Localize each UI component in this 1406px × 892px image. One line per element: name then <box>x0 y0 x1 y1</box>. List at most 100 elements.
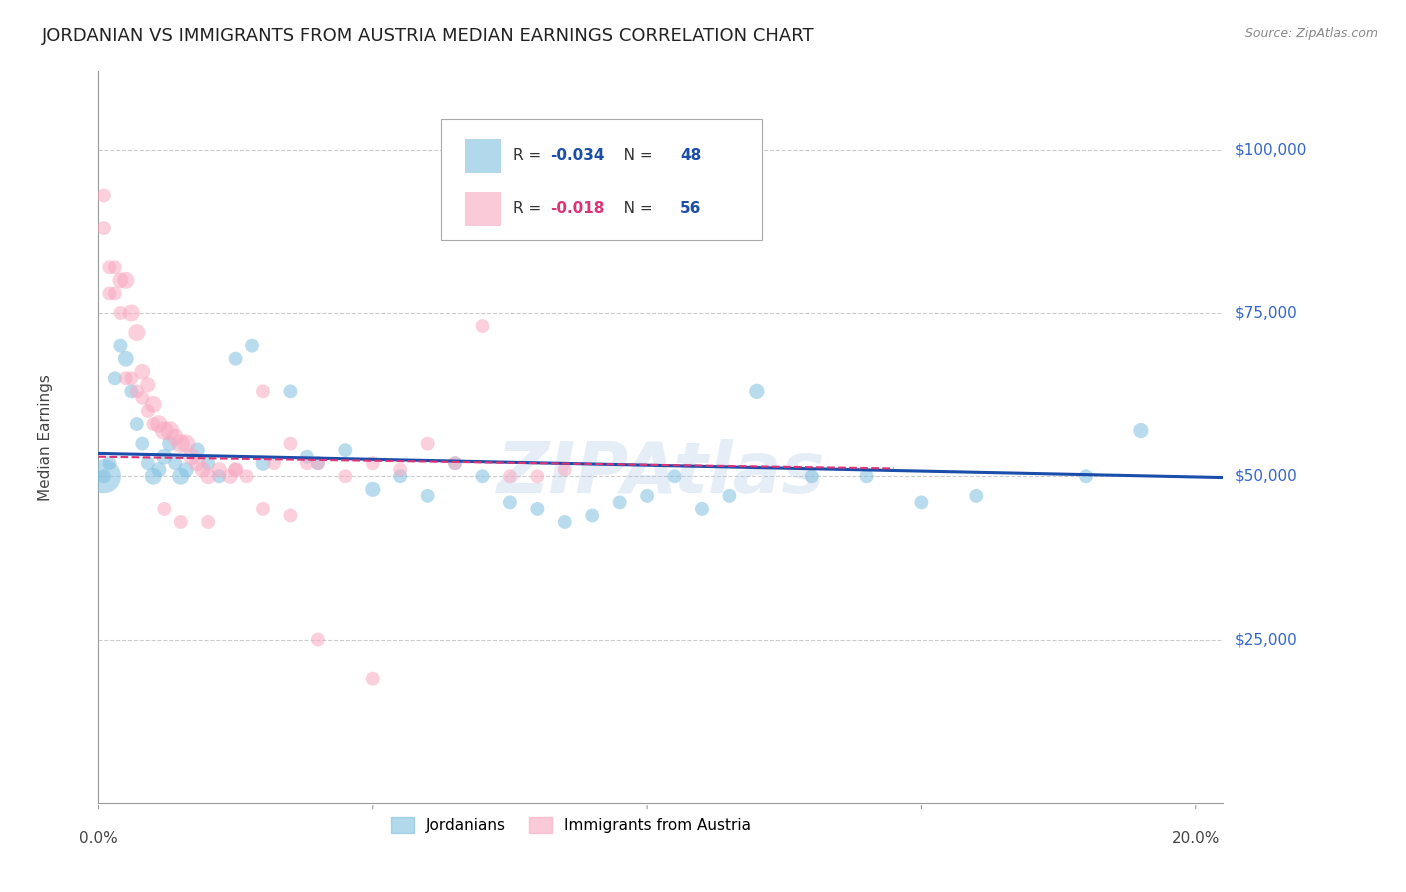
Point <box>110 306 132 320</box>
Point <box>280 436 302 450</box>
Point <box>120 384 142 399</box>
Point <box>800 469 823 483</box>
Point <box>104 286 127 301</box>
Point <box>307 456 329 470</box>
Point <box>98 456 121 470</box>
Point <box>280 508 302 523</box>
Point <box>581 508 603 523</box>
FancyBboxPatch shape <box>465 192 501 226</box>
Point <box>361 456 384 470</box>
Point <box>225 463 247 477</box>
Point <box>148 417 170 431</box>
Point <box>1129 424 1152 438</box>
Text: Source: ZipAtlas.com: Source: ZipAtlas.com <box>1244 27 1378 40</box>
Point <box>131 365 153 379</box>
Point <box>664 469 686 483</box>
Point <box>416 489 439 503</box>
Point <box>115 273 138 287</box>
Point <box>165 456 187 470</box>
Point <box>170 515 193 529</box>
Text: R =: R = <box>513 202 547 217</box>
Point <box>965 489 987 503</box>
Text: -0.018: -0.018 <box>551 202 605 217</box>
Point <box>910 495 932 509</box>
Point <box>208 463 231 477</box>
Point <box>554 463 576 477</box>
Point <box>252 456 274 470</box>
Text: $75,000: $75,000 <box>1234 305 1298 320</box>
Point <box>225 463 247 477</box>
Point <box>148 463 170 477</box>
Point <box>690 502 713 516</box>
Point <box>136 377 159 392</box>
Point <box>131 391 153 405</box>
FancyBboxPatch shape <box>441 119 762 240</box>
Point <box>153 502 176 516</box>
Point <box>153 424 176 438</box>
Point <box>252 384 274 399</box>
Point <box>280 384 302 399</box>
Point <box>115 351 138 366</box>
Point <box>170 469 193 483</box>
Point <box>180 450 202 464</box>
Point <box>110 338 132 352</box>
Text: $100,000: $100,000 <box>1234 142 1306 157</box>
Point <box>335 443 357 458</box>
Point <box>499 495 522 509</box>
Point <box>718 489 741 503</box>
Point <box>609 495 631 509</box>
Point <box>745 384 768 399</box>
Point <box>186 443 208 458</box>
Point <box>636 489 658 503</box>
Point <box>554 515 576 529</box>
Point <box>295 450 318 464</box>
Point <box>104 371 127 385</box>
Point <box>131 436 153 450</box>
Point <box>93 469 115 483</box>
Point <box>98 286 121 301</box>
Point <box>142 417 165 431</box>
Point <box>136 404 159 418</box>
Text: $50,000: $50,000 <box>1234 469 1298 483</box>
Point <box>186 456 208 470</box>
Point <box>98 260 121 275</box>
Point <box>471 469 494 483</box>
Point <box>165 430 187 444</box>
Point <box>1074 469 1097 483</box>
Point <box>307 456 329 470</box>
Point <box>252 502 274 516</box>
Point <box>159 436 181 450</box>
Point <box>197 515 219 529</box>
Point <box>120 371 142 385</box>
Point <box>235 469 257 483</box>
Point <box>159 424 181 438</box>
Point <box>115 371 138 385</box>
Point <box>526 469 548 483</box>
Point <box>142 397 165 411</box>
Text: 56: 56 <box>681 202 702 217</box>
Text: Median Earnings: Median Earnings <box>38 374 53 500</box>
Point <box>174 463 197 477</box>
Point <box>104 260 127 275</box>
Point <box>361 483 384 497</box>
Point <box>499 469 522 483</box>
Point <box>153 450 176 464</box>
Point <box>208 469 231 483</box>
Point <box>170 436 193 450</box>
Point <box>416 436 439 450</box>
Point <box>125 417 148 431</box>
Text: R =: R = <box>513 148 547 163</box>
Text: ZIPAtlas: ZIPAtlas <box>496 439 825 508</box>
Point <box>263 456 285 470</box>
Point <box>307 632 329 647</box>
Point <box>110 273 132 287</box>
Point <box>855 469 877 483</box>
Point <box>93 188 115 202</box>
Point <box>526 502 548 516</box>
Point <box>142 469 165 483</box>
Point <box>361 672 384 686</box>
Point <box>125 384 148 399</box>
Text: 48: 48 <box>681 148 702 163</box>
Point <box>120 306 142 320</box>
Point <box>444 456 467 470</box>
